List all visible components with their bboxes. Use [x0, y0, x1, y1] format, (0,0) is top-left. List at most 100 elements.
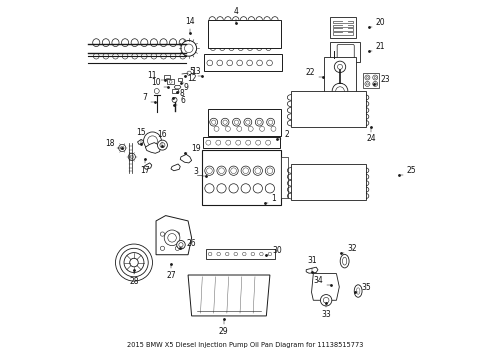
- Circle shape: [251, 252, 255, 256]
- Circle shape: [373, 75, 378, 80]
- Polygon shape: [138, 139, 144, 144]
- Circle shape: [237, 60, 243, 66]
- Text: 16: 16: [158, 130, 167, 139]
- Circle shape: [365, 81, 370, 86]
- Text: 33: 33: [321, 310, 331, 319]
- Circle shape: [205, 184, 214, 193]
- Ellipse shape: [354, 285, 362, 297]
- Bar: [291, 91, 366, 127]
- Circle shape: [121, 146, 124, 150]
- Circle shape: [177, 240, 185, 249]
- Polygon shape: [180, 154, 192, 163]
- Bar: [202, 150, 281, 205]
- Circle shape: [207, 168, 212, 174]
- Bar: [164, 75, 171, 78]
- Text: 2: 2: [284, 130, 289, 139]
- Circle shape: [172, 98, 177, 103]
- Polygon shape: [171, 164, 180, 171]
- Bar: [208, 109, 281, 135]
- Text: 28: 28: [129, 277, 139, 286]
- Circle shape: [206, 140, 211, 145]
- Circle shape: [373, 81, 378, 86]
- Text: 6: 6: [180, 96, 185, 105]
- Circle shape: [181, 41, 196, 56]
- Circle shape: [253, 184, 263, 193]
- Ellipse shape: [122, 53, 128, 59]
- Circle shape: [266, 140, 270, 145]
- Circle shape: [245, 120, 250, 124]
- Text: 26: 26: [187, 239, 196, 248]
- Text: 4: 4: [234, 7, 239, 16]
- Circle shape: [267, 60, 272, 66]
- Text: 5: 5: [190, 67, 195, 76]
- Circle shape: [217, 252, 220, 256]
- Text: 25: 25: [407, 166, 416, 175]
- Ellipse shape: [132, 53, 138, 59]
- Circle shape: [257, 120, 261, 124]
- Circle shape: [187, 71, 191, 75]
- Circle shape: [332, 83, 348, 99]
- Text: 29: 29: [219, 327, 228, 336]
- Circle shape: [205, 166, 214, 175]
- Ellipse shape: [141, 39, 148, 46]
- Circle shape: [217, 166, 226, 175]
- Ellipse shape: [161, 53, 167, 59]
- Circle shape: [234, 120, 239, 124]
- Circle shape: [247, 60, 252, 66]
- Bar: [167, 79, 174, 84]
- Ellipse shape: [356, 288, 360, 294]
- Circle shape: [271, 126, 276, 131]
- Circle shape: [365, 75, 370, 80]
- Circle shape: [269, 120, 273, 124]
- Text: 27: 27: [167, 271, 176, 280]
- Circle shape: [128, 153, 135, 161]
- Circle shape: [120, 248, 148, 277]
- Text: 20: 20: [376, 18, 386, 27]
- Ellipse shape: [180, 53, 186, 59]
- Circle shape: [160, 232, 165, 236]
- Circle shape: [160, 246, 165, 251]
- Circle shape: [160, 143, 165, 148]
- Ellipse shape: [94, 53, 99, 59]
- Text: 34: 34: [314, 276, 323, 285]
- Text: 32: 32: [347, 244, 357, 253]
- Text: 21: 21: [376, 42, 386, 51]
- Circle shape: [255, 168, 261, 174]
- Bar: [324, 57, 356, 102]
- Circle shape: [265, 184, 274, 193]
- Circle shape: [164, 230, 180, 246]
- Ellipse shape: [179, 39, 186, 46]
- Circle shape: [219, 168, 224, 174]
- Circle shape: [248, 126, 253, 131]
- Circle shape: [169, 80, 172, 83]
- Circle shape: [179, 243, 183, 247]
- Circle shape: [253, 166, 263, 175]
- Circle shape: [124, 253, 144, 273]
- Text: 9: 9: [183, 83, 188, 92]
- Circle shape: [260, 126, 265, 131]
- Text: 8: 8: [179, 89, 184, 98]
- Circle shape: [144, 132, 161, 150]
- Bar: [333, 21, 353, 23]
- Circle shape: [257, 60, 263, 66]
- Bar: [333, 24, 353, 27]
- Circle shape: [320, 294, 332, 306]
- Circle shape: [374, 83, 376, 85]
- Ellipse shape: [112, 39, 119, 46]
- Text: 3: 3: [193, 167, 198, 176]
- Bar: [330, 17, 356, 39]
- Circle shape: [338, 64, 343, 69]
- Circle shape: [130, 258, 138, 267]
- Text: 18: 18: [105, 139, 114, 148]
- Polygon shape: [146, 143, 160, 153]
- Text: 7: 7: [143, 93, 147, 102]
- Ellipse shape: [131, 39, 138, 46]
- Circle shape: [243, 252, 246, 256]
- Text: 15: 15: [136, 128, 146, 137]
- Text: 13: 13: [191, 67, 200, 76]
- Ellipse shape: [93, 39, 100, 46]
- Circle shape: [336, 87, 344, 95]
- Ellipse shape: [142, 53, 147, 59]
- Circle shape: [241, 184, 250, 193]
- Circle shape: [244, 118, 252, 126]
